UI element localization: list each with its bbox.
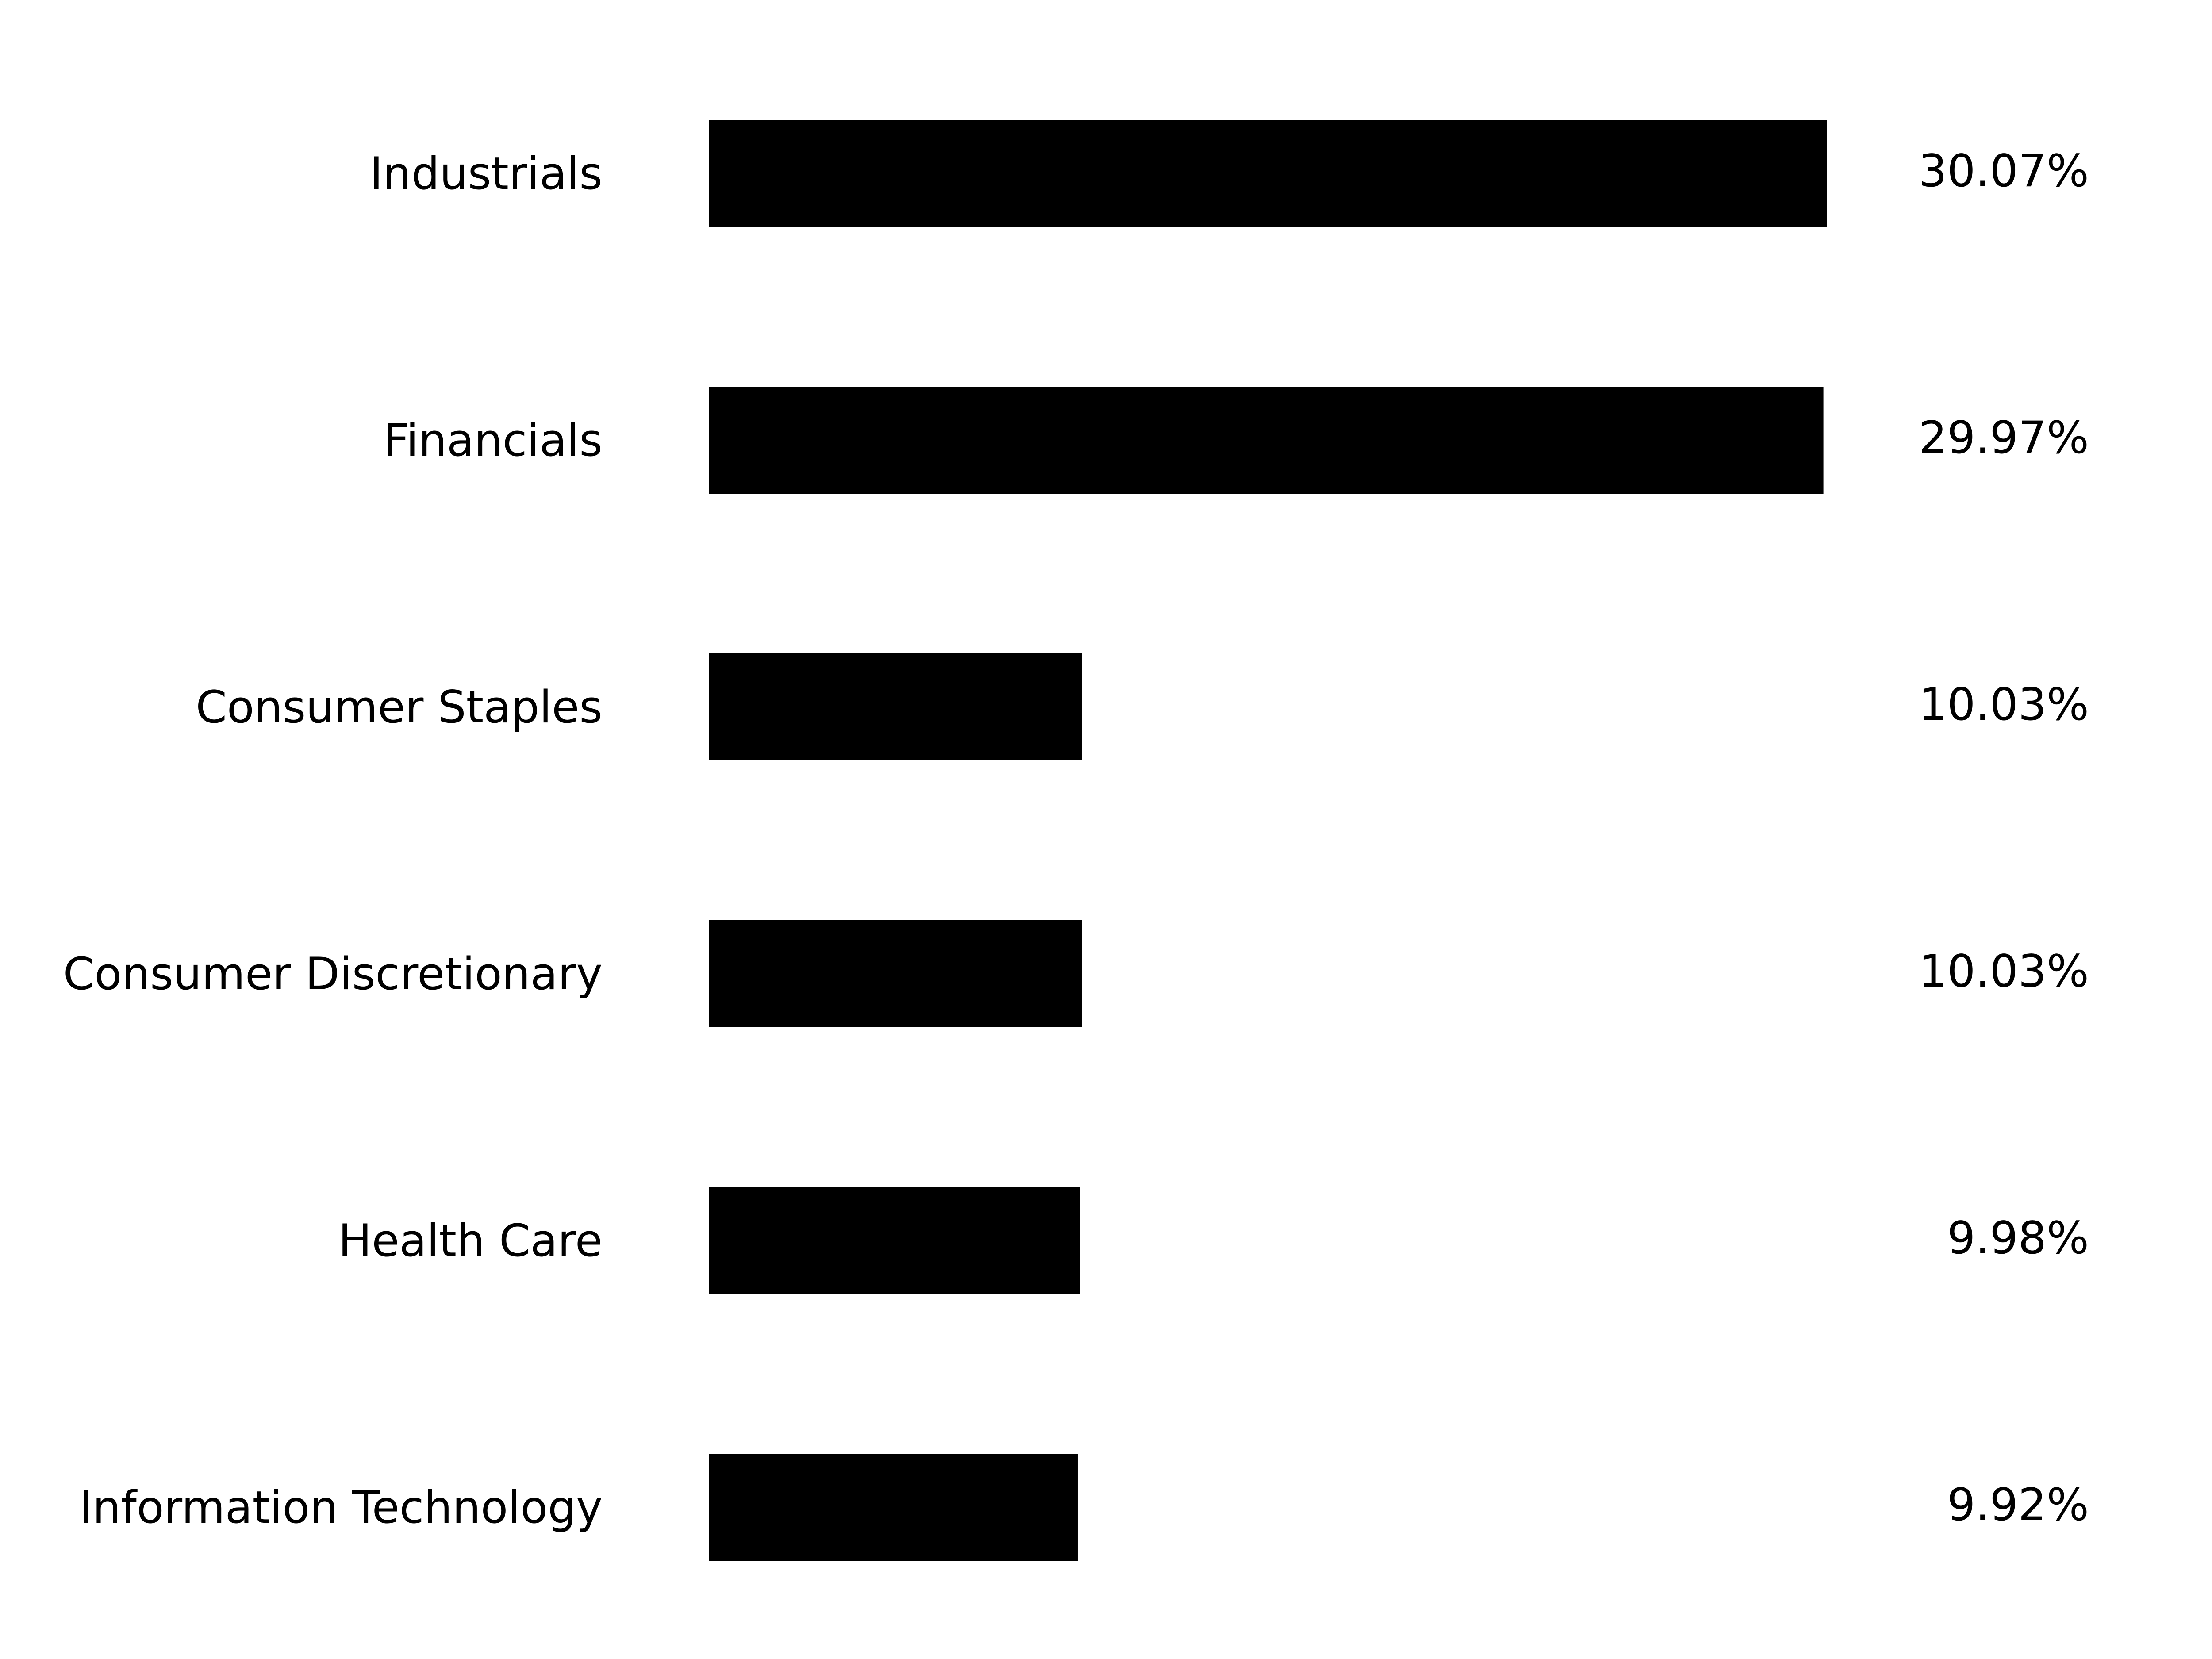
category-labels-group: Industrials Financials Consumer Staples Con… (63, 147, 603, 1533)
category-label-consumer-discretionary: Consumer Discretionary (63, 948, 603, 1000)
category-label-financials: Financials (384, 414, 603, 466)
bars-group (709, 120, 1827, 1561)
category-label-information-technology: Information Technology (79, 1481, 603, 1533)
bar-health-care (709, 1187, 1080, 1294)
bar-information-technology (709, 1454, 1078, 1561)
value-label-consumer-discretionary: 10.03% (1919, 945, 2089, 997)
value-label-financials: 29.97% (1919, 411, 2089, 464)
value-labels-group: 30.07% 29.97% 10.03% 10.03% 9.98% 9.92% (1919, 145, 2089, 1531)
category-label-health-care: Health Care (338, 1214, 603, 1267)
value-label-health-care: 9.98% (1947, 1212, 2089, 1264)
value-label-consumer-staples: 10.03% (1919, 678, 2089, 730)
category-label-industrials: Industrials (370, 147, 603, 200)
value-label-industrials: 30.07% (1919, 145, 2089, 197)
category-label-consumer-staples: Consumer Staples (196, 681, 603, 733)
value-label-information-technology: 9.92% (1947, 1479, 2089, 1531)
bar-consumer-staples (709, 653, 1082, 760)
bar-financials (709, 387, 1824, 494)
bar-consumer-discretionary (709, 920, 1082, 1027)
bar-industrials (709, 120, 1827, 227)
